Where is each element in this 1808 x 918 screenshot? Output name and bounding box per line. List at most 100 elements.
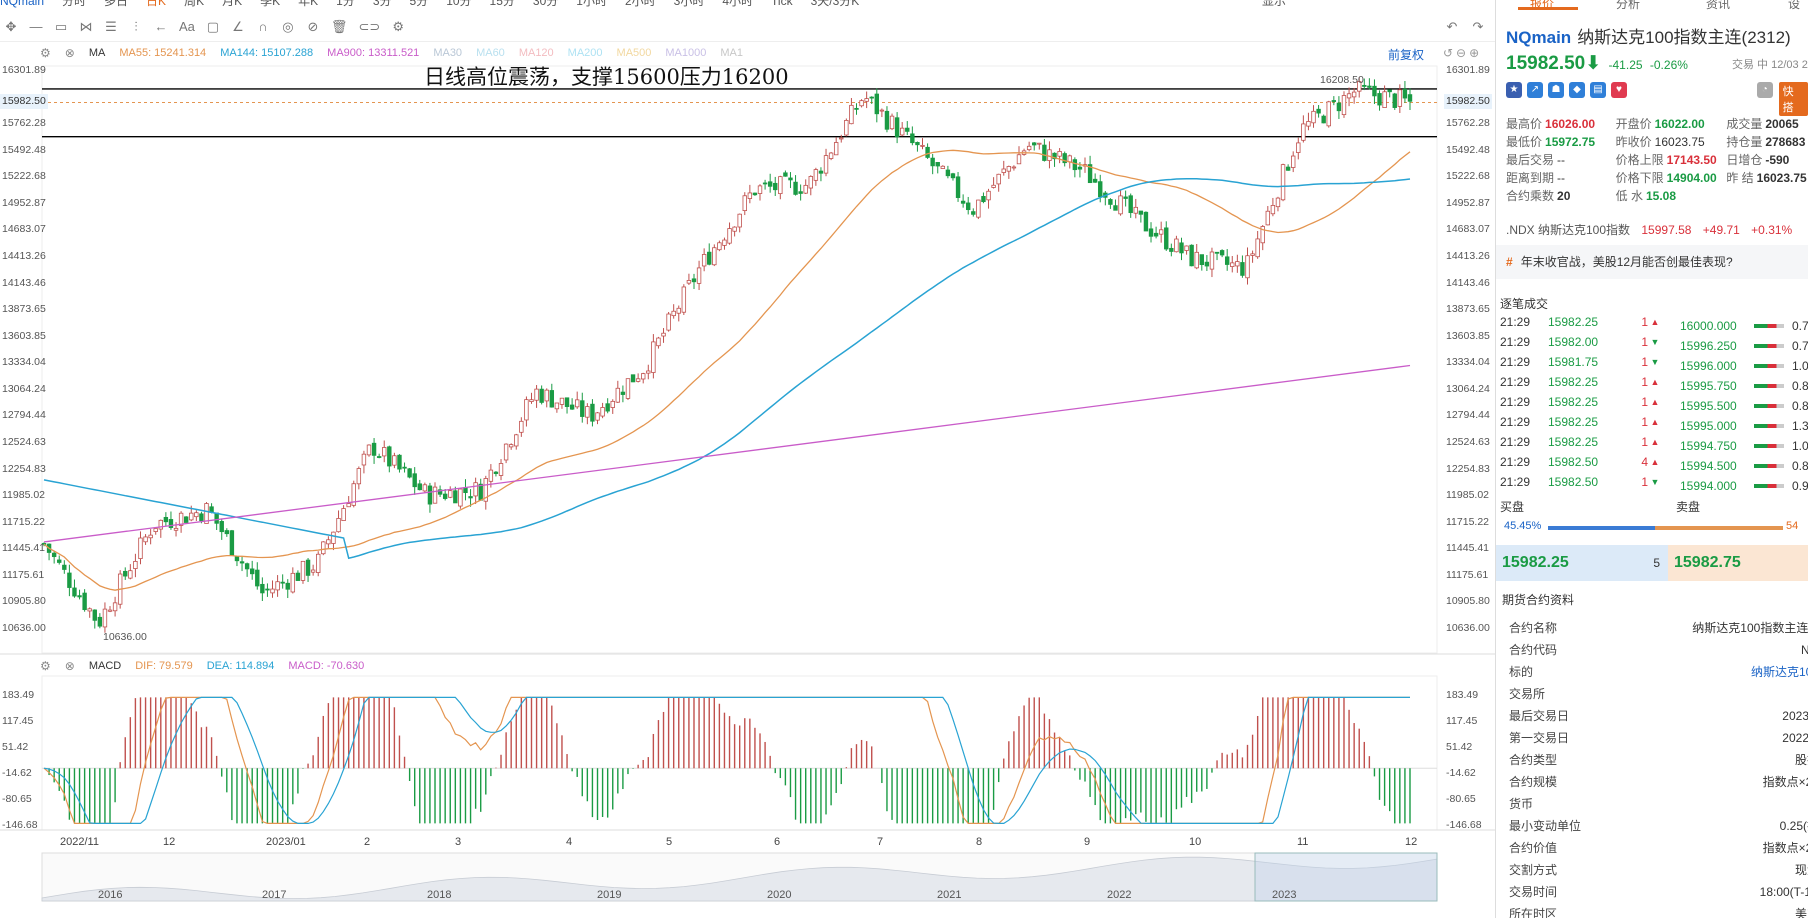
tick-row[interactable]: 21:29 15982.50 1 ▼	[1500, 472, 1680, 492]
period-12[interactable]: 30分	[532, 0, 559, 8]
arrow-tool-icon[interactable]: ←	[154, 19, 168, 34]
period-2[interactable]: 日K	[146, 0, 167, 8]
magnet-tool-icon[interactable]: ∩	[258, 19, 268, 34]
rect-tool-icon[interactable]: ▭	[54, 18, 68, 34]
tick-row[interactable]: 21:29 15982.00 1 ▼	[1500, 332, 1680, 352]
period-11[interactable]: 15分	[489, 0, 515, 8]
book-row[interactable]: 15994.500 0.8	[1680, 456, 1808, 476]
pane-controls[interactable]: ↺⊖⊕	[1443, 46, 1483, 60]
spec-value[interactable]: 纳斯达克100	[1750, 665, 1808, 679]
spec-value: 0.25(指	[1779, 819, 1808, 833]
display-menu[interactable]: 显示	[1262, 0, 1287, 8]
comment-tool-icon[interactable]: ▢	[206, 18, 220, 34]
period-18[interactable]: 3天/3分K	[810, 0, 860, 8]
tab-settings[interactable]: 设置	[1788, 0, 1801, 10]
doc-icon[interactable]: ▤	[1590, 82, 1606, 98]
book-row[interactable]: 15996.250 0.7	[1680, 336, 1808, 356]
up-arrow-icon: ▲	[1650, 437, 1660, 447]
news-banner[interactable]: # 年末收官战，美股12月能否创最佳表现?	[1496, 245, 1808, 279]
tab-quote[interactable]: 报价	[1530, 0, 1555, 10]
eye-tool-icon[interactable]: ◎	[282, 18, 294, 34]
period-13[interactable]: 1小时	[576, 0, 607, 8]
link-tool-icon[interactable]: ⊂⊃	[358, 18, 381, 34]
macd-settings-icon[interactable]: ⚙	[40, 659, 51, 673]
book-row[interactable]: 16000.000 0.7	[1680, 316, 1808, 336]
candle-body	[762, 182, 768, 185]
candle-body	[899, 127, 905, 136]
period-1[interactable]: 多日	[104, 0, 129, 8]
line-tool-icon[interactable]: —	[29, 19, 43, 34]
favorite-icon[interactable]: ♥	[1611, 82, 1627, 98]
channel-tool-icon[interactable]: ☰	[105, 18, 117, 34]
tick-row[interactable]: 21:29 15982.25 1 ▲	[1500, 392, 1680, 412]
period-9[interactable]: 5分	[409, 0, 429, 8]
tick-row[interactable]: 21:29 15981.75 1 ▼	[1500, 352, 1680, 372]
text-tool-icon[interactable]: Aa	[179, 19, 195, 34]
period-3[interactable]: 周K	[184, 0, 205, 8]
macd-name[interactable]: MACD	[88, 660, 122, 672]
bid-ask[interactable]: 15982.25 5 15982.75	[1496, 545, 1808, 581]
book-row[interactable]: 15995.500 0.8	[1680, 396, 1808, 416]
candle-body	[407, 468, 412, 478]
book-row[interactable]: 15994.750 1.0	[1680, 436, 1808, 456]
period-0[interactable]: 分时	[62, 0, 87, 8]
macd-close-icon[interactable]: ⊗	[64, 659, 75, 673]
order-book[interactable]: 16000.000 0.7 15996.250 0.7 15996.000 1.0 1599…	[1680, 316, 1808, 496]
crosshair-tool-icon[interactable]: ✥	[5, 18, 17, 34]
x-axis-label: 2022/11	[60, 836, 99, 848]
tick-row[interactable]: 21:29 15982.50 4 ▲	[1500, 452, 1680, 472]
period-4[interactable]: 月K	[222, 0, 243, 8]
undo-icon[interactable]: ↶	[1446, 18, 1458, 34]
us-flag-icon[interactable]: ★	[1506, 82, 1522, 98]
group-icon[interactable]: ☗	[1548, 82, 1564, 98]
ma-name[interactable]: MA	[88, 47, 106, 59]
tick-time: 21:29	[1500, 375, 1531, 389]
tab-news[interactable]: 资讯	[1706, 0, 1731, 10]
symbol-label[interactable]: NQmain	[0, 0, 45, 8]
quick-trade-button[interactable]: 快搭	[1778, 82, 1808, 116]
period-8[interactable]: 3分	[372, 0, 392, 8]
period-7[interactable]: 1分	[336, 0, 355, 8]
fork-tool-icon[interactable]: ⋈	[79, 18, 93, 34]
period-10[interactable]: 10分	[446, 0, 472, 8]
tick-row[interactable]: 21:29 15982.25 1 ▲	[1500, 372, 1680, 392]
tick-row[interactable]: 21:29 15982.25 1 ▲	[1500, 412, 1680, 432]
trash-tool-icon[interactable]: 🗑	[330, 18, 348, 34]
fib-tool-icon[interactable]: ⫶	[134, 18, 138, 34]
period-5[interactable]: 季K	[260, 0, 281, 8]
news-headline[interactable]: 年末收官战，美股12月能否创最佳表现?	[1520, 255, 1733, 269]
period-6[interactable]: 年K	[298, 0, 319, 8]
tick-row[interactable]: 21:29 15982.25 1 ▲	[1500, 312, 1680, 332]
ma-close-icon[interactable]: ⊗	[64, 46, 75, 60]
period-17[interactable]: Tick	[771, 0, 793, 8]
spec-key: 交易时间	[1509, 885, 1558, 899]
candle-body	[915, 142, 920, 146]
bid-box[interactable]: 15982.25 5	[1496, 545, 1668, 581]
redo-icon[interactable]: ↷	[1472, 18, 1484, 34]
book-row[interactable]: 15995.750 0.8	[1680, 376, 1808, 396]
book-bar	[1754, 384, 1784, 388]
chart-icon[interactable]: ↗	[1527, 82, 1543, 98]
book-row[interactable]: 15995.000 1.3	[1680, 416, 1808, 436]
adjust-button[interactable]: 前复权	[1388, 48, 1425, 62]
ma-settings-icon[interactable]: ⚙	[40, 46, 51, 60]
settings-tool-icon[interactable]: ⚙	[392, 18, 405, 34]
period-15[interactable]: 3小时	[673, 0, 705, 8]
period-16[interactable]: 4小时	[722, 0, 754, 8]
quote-key: 最高价	[1506, 117, 1543, 131]
tick-list[interactable]: 21:29 15982.25 1 ▲ 21:29 15982.00 1 ▼ 21:29 15981…	[1500, 312, 1680, 492]
candle-body	[686, 280, 692, 284]
bell-icon[interactable]: ◔	[1757, 82, 1773, 98]
tag-icon[interactable]: ◆	[1569, 82, 1585, 98]
book-row[interactable]: 15994.000 0.9	[1680, 476, 1808, 496]
ask-box[interactable]: 15982.75	[1668, 545, 1808, 581]
period-14[interactable]: 2小时	[624, 0, 656, 8]
kline-chart[interactable]	[0, 0, 1495, 918]
tick-row[interactable]: 21:29 15982.25 1 ▲	[1500, 432, 1680, 452]
ruler-tool-icon[interactable]: ∠	[232, 18, 244, 34]
hide-tool-icon[interactable]: ⊘	[307, 18, 319, 34]
tab-analysis[interactable]: 分析	[1616, 0, 1641, 10]
book-row[interactable]: 15996.000 1.0	[1680, 356, 1808, 376]
candle-body	[250, 568, 255, 575]
index-quote[interactable]: .NDX 纳斯达克100指数 15997.58 +49.71 +0.31%	[1506, 221, 1792, 238]
